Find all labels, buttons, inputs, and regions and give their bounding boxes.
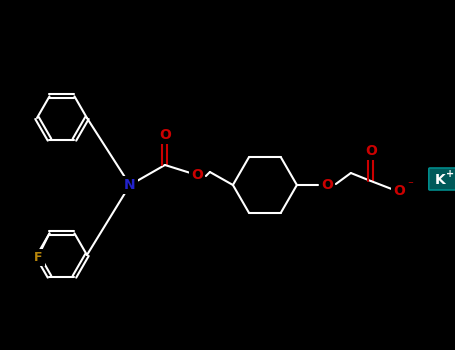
- Text: O: O: [365, 144, 377, 158]
- Text: ⁻: ⁻: [407, 180, 413, 190]
- Text: O: O: [321, 178, 333, 192]
- Text: K: K: [435, 173, 445, 187]
- Text: O: O: [191, 168, 203, 182]
- Text: N: N: [124, 178, 136, 192]
- FancyBboxPatch shape: [429, 168, 455, 190]
- Text: O: O: [393, 184, 405, 198]
- Text: O: O: [159, 128, 171, 142]
- Text: F: F: [34, 251, 43, 264]
- Text: +: +: [446, 169, 454, 179]
